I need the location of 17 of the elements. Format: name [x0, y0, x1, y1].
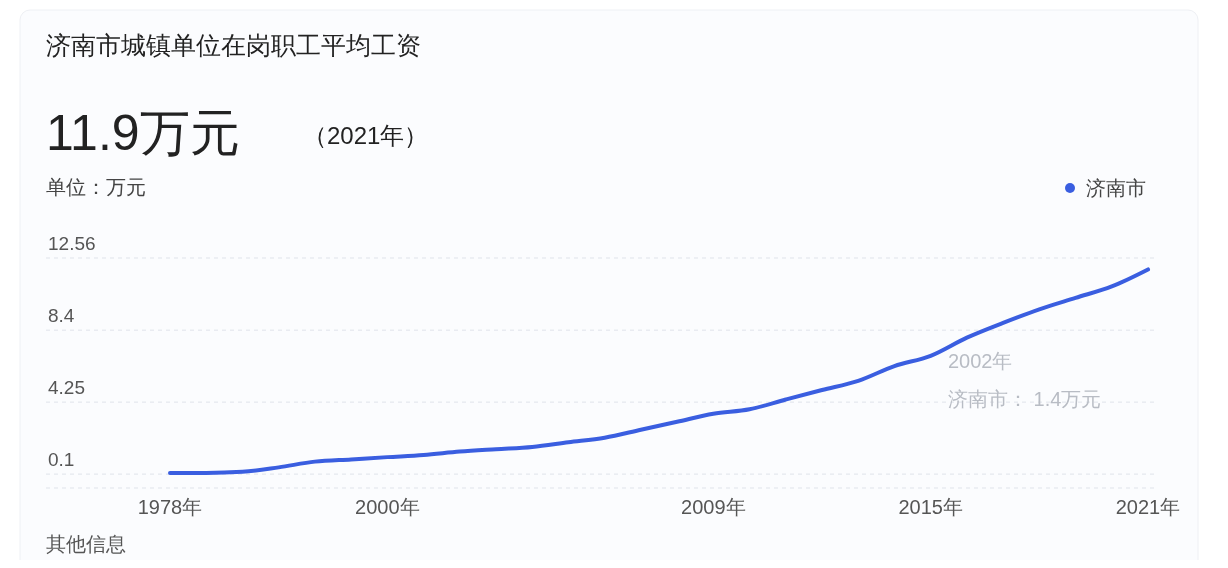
x-tick-label: 2009年 [681, 496, 746, 518]
x-tick-label: 2021年 [1115, 496, 1181, 518]
chart-subtitle: 11.9万元 [46, 105, 240, 161]
y-tick-label: 12.56 [48, 233, 96, 254]
y-axis-title: 单位：万元 [46, 176, 146, 198]
text: （2021年） [303, 122, 429, 149]
text: 其他信息 [46, 533, 126, 555]
annotation: 济南市： 1.4万元 [948, 388, 1102, 410]
legend-label: 济南市 [1086, 177, 1146, 199]
x-tick-label: 2000年 [355, 496, 420, 518]
y-tick-label: 4.25 [48, 377, 85, 399]
annotation: 2002年 [948, 350, 1013, 372]
y-tick-label: 0.1 [48, 449, 75, 471]
y-tick-label: 8.4 [48, 305, 75, 327]
chart-title: 济南市城镇单位在岗职工平均工资 [46, 31, 421, 59]
x-tick-label: 1978年 [137, 496, 203, 518]
x-tick-label: 2015年 [898, 496, 963, 518]
